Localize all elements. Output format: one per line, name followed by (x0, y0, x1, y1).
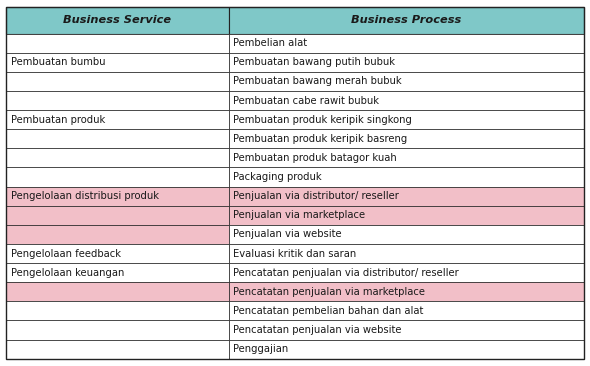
Text: Evaluasi kritik dan saran: Evaluasi kritik dan saran (233, 249, 356, 258)
Bar (6, 34, 228, 53)
Text: Pengelolaan feedback: Pengelolaan feedback (11, 249, 120, 258)
Text: Pembuatan bawang merah bubuk: Pembuatan bawang merah bubuk (233, 76, 402, 86)
Bar (6, 187, 228, 206)
Bar (6, 244, 228, 263)
Bar (228, 321, 584, 340)
Text: Pembuatan produk batagor kuah: Pembuatan produk batagor kuah (233, 153, 397, 163)
Bar (228, 110, 584, 129)
Text: Pembuatan produk keripik basreng: Pembuatan produk keripik basreng (233, 134, 408, 144)
Bar (228, 225, 584, 244)
Text: Pengelolaan keuangan: Pengelolaan keuangan (11, 268, 124, 278)
Text: Pembelian alat: Pembelian alat (233, 38, 307, 48)
Text: Pengelolaan distribusi produk: Pengelolaan distribusi produk (11, 191, 159, 201)
Bar (228, 129, 584, 148)
Bar (228, 72, 584, 91)
Bar (228, 206, 584, 225)
Bar (228, 263, 584, 282)
Bar (6, 110, 228, 129)
Bar (228, 91, 584, 110)
Bar (228, 53, 584, 72)
Text: Pencatatan penjualan via marketplace: Pencatatan penjualan via marketplace (233, 287, 425, 297)
Bar (6, 321, 228, 340)
Bar (6, 53, 228, 72)
Bar (228, 187, 584, 206)
Bar (6, 168, 228, 187)
Text: Pencatatan pembelian bahan dan alat: Pencatatan pembelian bahan dan alat (233, 306, 424, 316)
Bar (6, 129, 228, 148)
Bar (228, 148, 584, 168)
Bar (6, 340, 228, 359)
Text: Pembuatan bawang putih bubuk: Pembuatan bawang putih bubuk (233, 57, 395, 67)
Bar (6, 72, 228, 91)
Text: Business Process: Business Process (351, 15, 461, 26)
Bar (228, 7, 584, 34)
Bar (228, 244, 584, 263)
Bar (228, 34, 584, 53)
Bar (6, 263, 228, 282)
Text: Pembuatan cabe rawit bubuk: Pembuatan cabe rawit bubuk (233, 96, 379, 105)
Text: Pencatatan penjualan via distributor/ reseller: Pencatatan penjualan via distributor/ re… (233, 268, 459, 278)
Bar (6, 282, 228, 301)
Text: Penjualan via distributor/ reseller: Penjualan via distributor/ reseller (233, 191, 399, 201)
Text: Pembuatan produk keripik singkong: Pembuatan produk keripik singkong (233, 115, 412, 125)
Text: Business Service: Business Service (63, 15, 171, 26)
Bar (228, 340, 584, 359)
Bar (228, 301, 584, 321)
Bar (228, 168, 584, 187)
Bar (6, 206, 228, 225)
Text: Packaging produk: Packaging produk (233, 172, 322, 182)
Bar (6, 225, 228, 244)
Text: Penggajian: Penggajian (233, 344, 289, 354)
Text: Pembuatan bumbu: Pembuatan bumbu (11, 57, 105, 67)
Bar (6, 148, 228, 168)
Text: Pencatatan penjualan via website: Pencatatan penjualan via website (233, 325, 402, 335)
Bar (6, 7, 228, 34)
Bar (6, 91, 228, 110)
Text: Penjualan via website: Penjualan via website (233, 229, 342, 239)
Text: Pembuatan produk: Pembuatan produk (11, 115, 105, 125)
Text: Penjualan via marketplace: Penjualan via marketplace (233, 210, 365, 220)
Bar (6, 301, 228, 321)
Bar (228, 282, 584, 301)
